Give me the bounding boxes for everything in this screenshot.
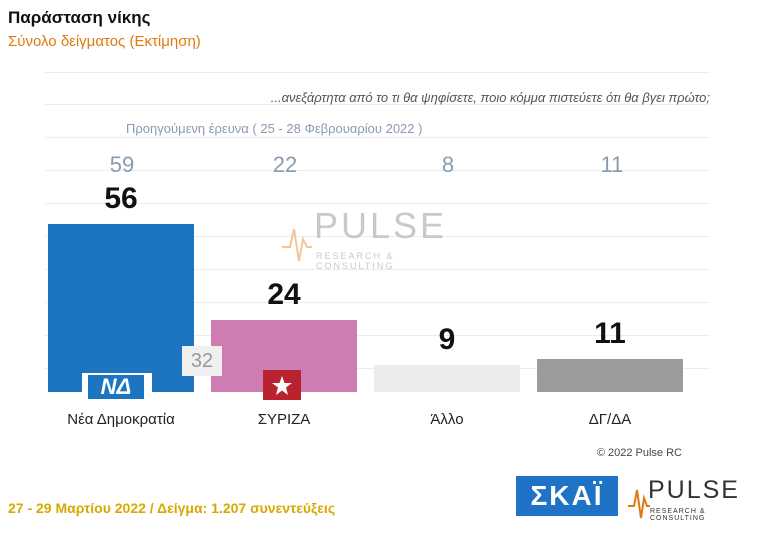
bar-nd — [48, 224, 194, 392]
watermark-text: PULSE — [314, 205, 448, 246]
nd-logo: ΝΔ — [82, 373, 152, 399]
heartbeat-icon — [282, 228, 312, 262]
pulse-logo-text: PULSE — [648, 476, 740, 504]
category-label-syriza: ΣΥΡΙΖΑ — [257, 411, 311, 428]
gridline-3 — [45, 170, 710, 171]
category-label-other: Άλλο — [430, 411, 464, 428]
gridline-4 — [45, 203, 710, 204]
gridline-5 — [45, 236, 710, 237]
value-label-32: 32 — [182, 346, 222, 376]
gridline-0 — [45, 72, 710, 73]
pulse-logo: PULSE RESEARCH & CONSULTING — [628, 474, 748, 522]
survey-question: ...ανεξάρτητα από το τι θα ψηφίσετε, ποι… — [270, 90, 710, 105]
chart-title: Παράσταση νίκης — [8, 8, 151, 27]
gridline-6 — [45, 269, 710, 270]
previous-survey-label: Προηγούμενη έρευνα ( 25 - 28 Φεβρουαρίου… — [126, 121, 423, 136]
skai-logo: ΣΚΑΪ — [516, 476, 618, 516]
survey-footer: 27 - 29 Μαρτίου 2022 / Δείγμα: 1.207 συν… — [8, 500, 336, 516]
bar-dk — [537, 359, 683, 392]
gridline-1 — [45, 104, 710, 105]
gridline-2 — [45, 137, 710, 138]
pulse-heartbeat-icon — [628, 489, 650, 519]
category-label-dk: ΔΓ/ΔΑ — [588, 411, 632, 428]
value-label-dk: 11 — [594, 317, 626, 350]
value-label-syriza: 24 — [267, 278, 301, 311]
copyright-text: © 2022 Pulse RC — [596, 447, 682, 459]
value-label-nd: 56 — [104, 182, 138, 215]
gridline-8 — [45, 335, 710, 336]
pulse-logo-subtext: RESEARCH & CONSULTING — [650, 508, 706, 522]
previous-value-syriza: 22 — [272, 152, 298, 177]
bar-other — [374, 365, 520, 392]
previous-value-dk: 11 — [600, 152, 624, 177]
value-label-other: 9 — [438, 323, 456, 356]
watermark-subtext: RESEARCH & CONSULTING — [316, 251, 395, 271]
nd-logo-text: ΝΔ — [88, 375, 144, 399]
syriza-star-icon — [272, 376, 292, 395]
syriza-logo — [263, 370, 301, 400]
category-label-nd: Νέα Δημοκρατία — [67, 411, 175, 428]
previous-value-nd: 59 — [109, 152, 135, 177]
chart-subtitle: Σύνολο δείγματος (Εκτίμηση) — [8, 33, 201, 50]
gridline-7 — [45, 302, 710, 303]
pulse-watermark: PULSE RESEARCH & CONSULTING — [282, 205, 470, 271]
previous-value-other: 8 — [441, 152, 455, 177]
